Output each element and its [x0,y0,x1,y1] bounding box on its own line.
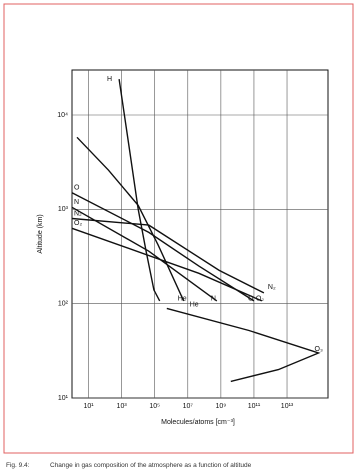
series-line [71,227,263,302]
figure-number: Fig. 9.4: [6,462,30,469]
series-line [118,78,161,302]
x-tick-label: 10¹ [83,403,94,410]
frame [3,3,354,454]
series-label: N₂ [74,210,82,217]
series-label: O [248,296,254,303]
series-label: N [74,199,79,206]
x-tick-label: 10⁷ [183,403,194,410]
series-label: O [74,185,80,192]
series-label: O₂ [74,220,82,227]
series-label: He [190,302,199,309]
series-line [166,307,321,383]
series-label: O₃ [315,346,323,353]
x-tick-label: 10⁵ [149,403,160,410]
series-line [71,206,218,302]
x-axis-label: Molecules/atoms [cm⁻³] [161,419,235,426]
series-label: N₂ [268,284,276,291]
series-label: H [107,76,112,83]
x-tick-label: 10³ [117,403,128,410]
y-tick-label: 10¹ [58,395,69,402]
series-label: O₂ [256,296,264,303]
y-tick-label: 10² [58,301,69,308]
series-line [71,217,265,294]
plot-frame [71,69,329,399]
y-tick-label: 10⁴ [57,112,68,119]
x-tick-label: 10¹³ [281,403,294,410]
x-tick-label: 10¹¹ [248,403,261,410]
series-line [71,192,255,302]
x-tick-label: 10⁹ [215,403,226,410]
figure-caption: Change in gas composition of the atmosph… [50,462,252,469]
y-tick-label: 10³ [58,206,69,213]
series-label: N [211,296,216,303]
y-axis-label: Altitude (km) [37,214,44,253]
series-label: He [178,296,187,303]
